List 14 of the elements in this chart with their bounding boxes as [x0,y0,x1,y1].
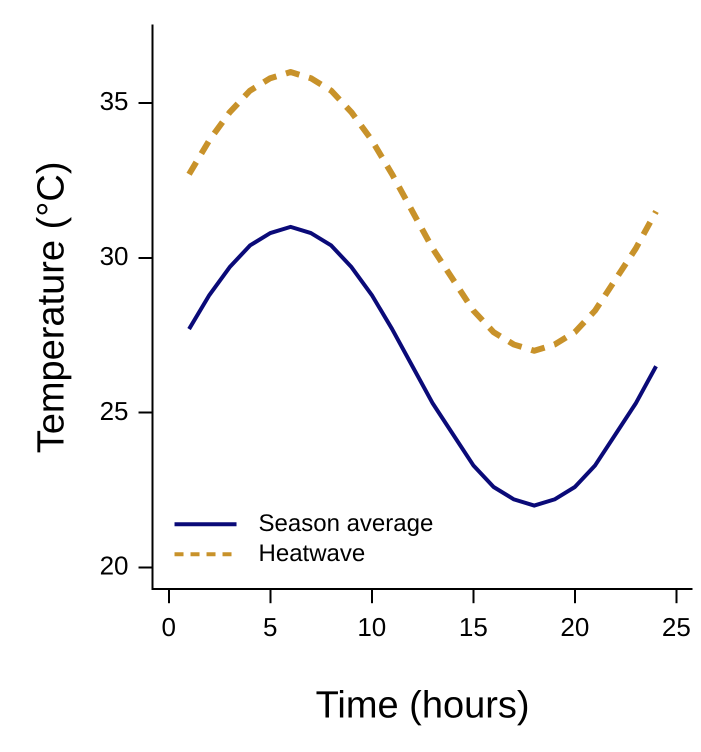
y-tick-label: 30 [100,241,129,272]
x-tick-label: 20 [560,612,590,642]
y-tick-label: 25 [100,396,129,426]
y-axis-title: Temperature (°C) [30,161,72,454]
legend-label: Heatwave [258,540,366,567]
x-tick-label: 0 [162,612,176,642]
y-tick-label: 35 [100,86,129,116]
x-tick-label: 10 [357,612,386,642]
x-axis-title: Time (hours) [316,684,530,727]
y-tick-label: 20 [100,550,129,581]
x-tick-label: 5 [263,612,278,642]
x-tick-label: 25 [662,612,691,642]
legend-label: Season average [258,510,434,537]
x-tick-label: 15 [458,612,488,642]
